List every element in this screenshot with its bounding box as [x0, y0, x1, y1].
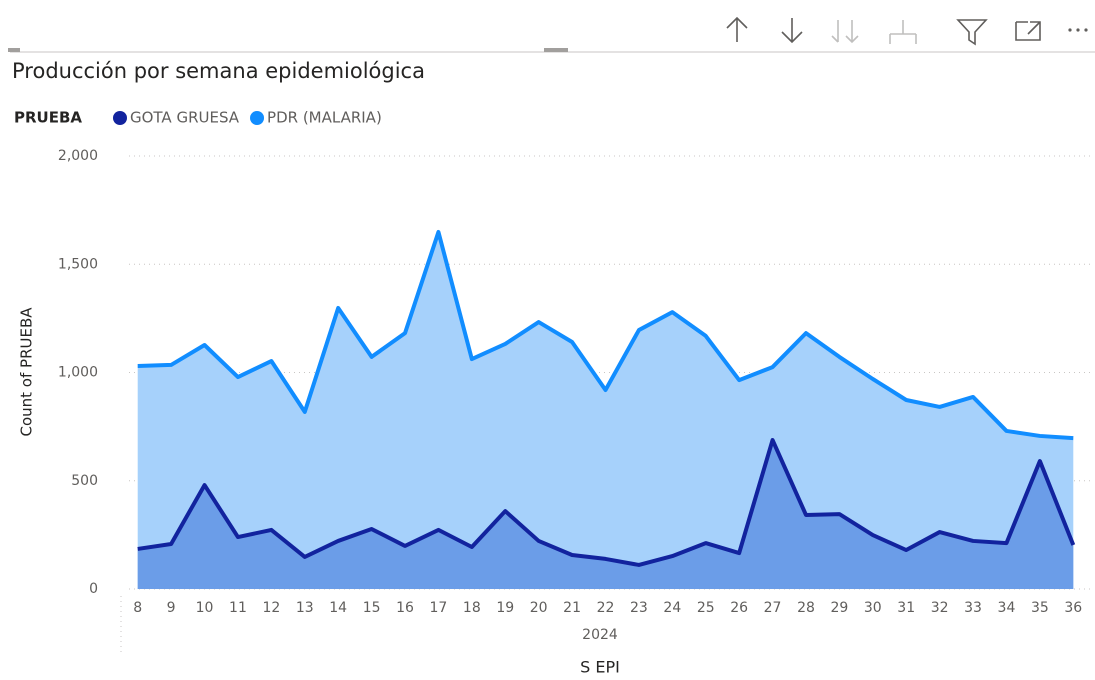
- focus-icon[interactable]: [1015, 21, 1041, 41]
- x-tick-label: 21: [563, 600, 581, 616]
- x-tick-label: 29: [830, 600, 848, 616]
- x-tick-label: 26: [730, 600, 748, 616]
- x-tick-label: 9: [167, 600, 176, 616]
- x-tick-label: 35: [1031, 600, 1049, 616]
- resize-handle: [544, 48, 568, 52]
- x-tick-label: 19: [496, 600, 514, 616]
- x-tick-label: 13: [296, 600, 314, 616]
- resize-handle: [8, 48, 20, 52]
- legend-marker: [250, 111, 265, 125]
- x-tick-label: 25: [697, 600, 715, 616]
- series-line: [137, 229, 1074, 441]
- x-tick-label: 15: [363, 600, 381, 616]
- x-tick-label: 22: [597, 600, 615, 616]
- toolbar: [726, 16, 1088, 46]
- x-tick-label: 31: [897, 600, 915, 616]
- x-tick-label: 20: [530, 600, 548, 616]
- area-fill: [137, 231, 1074, 589]
- x-tick-label: 33: [964, 600, 982, 616]
- expand-icon[interactable]: [889, 20, 917, 44]
- x-tick-label: 16: [396, 600, 414, 616]
- x-axis-label: S EPI: [580, 658, 620, 677]
- legend-label: PDR (MALARIA): [267, 109, 382, 127]
- y-axis-label: Count of PRUEBA: [18, 307, 36, 437]
- x-group-label: 2024: [582, 627, 618, 643]
- legend-title: PRUEBA: [14, 109, 82, 127]
- y-tick-label: 0: [89, 581, 98, 597]
- legend-marker: [113, 111, 127, 125]
- x-tick-label: 34: [998, 600, 1016, 616]
- x-tick-label: 10: [196, 600, 214, 616]
- filter-icon[interactable]: [956, 19, 988, 46]
- area-fill: [137, 440, 1074, 589]
- drill-up-icon[interactable]: [726, 16, 748, 42]
- x-tick-label: 28: [797, 600, 815, 616]
- x-tick-label: 36: [1064, 600, 1082, 616]
- legend-label: GOTA GRUESA: [130, 109, 240, 127]
- y-tick-label: 500: [71, 473, 98, 489]
- x-tick-label: 27: [764, 600, 782, 616]
- x-tick-label: 12: [262, 600, 280, 616]
- x-tick-label: 18: [463, 600, 481, 616]
- y-tick-label: 2,000: [58, 148, 98, 164]
- x-tick-label: 11: [229, 600, 247, 616]
- x-tick-label: 17: [430, 600, 448, 616]
- series-line: [137, 438, 1076, 567]
- drill-down-icon[interactable]: [781, 18, 803, 44]
- expand-all-icon[interactable]: [831, 20, 859, 44]
- x-tick-label: 14: [329, 600, 347, 616]
- more-icon[interactable]: [1068, 28, 1088, 32]
- y-tick-label: 1,000: [58, 365, 98, 381]
- y-tick-label: 1,500: [58, 256, 98, 272]
- x-tick-label: 8: [133, 600, 142, 616]
- x-tick-label: 23: [630, 600, 648, 616]
- x-tick-label: 32: [931, 600, 949, 616]
- x-tick-label: 30: [864, 600, 882, 616]
- x-tick-label: 24: [663, 600, 681, 616]
- chart-title: Producción por semana epidemiológica: [12, 59, 425, 83]
